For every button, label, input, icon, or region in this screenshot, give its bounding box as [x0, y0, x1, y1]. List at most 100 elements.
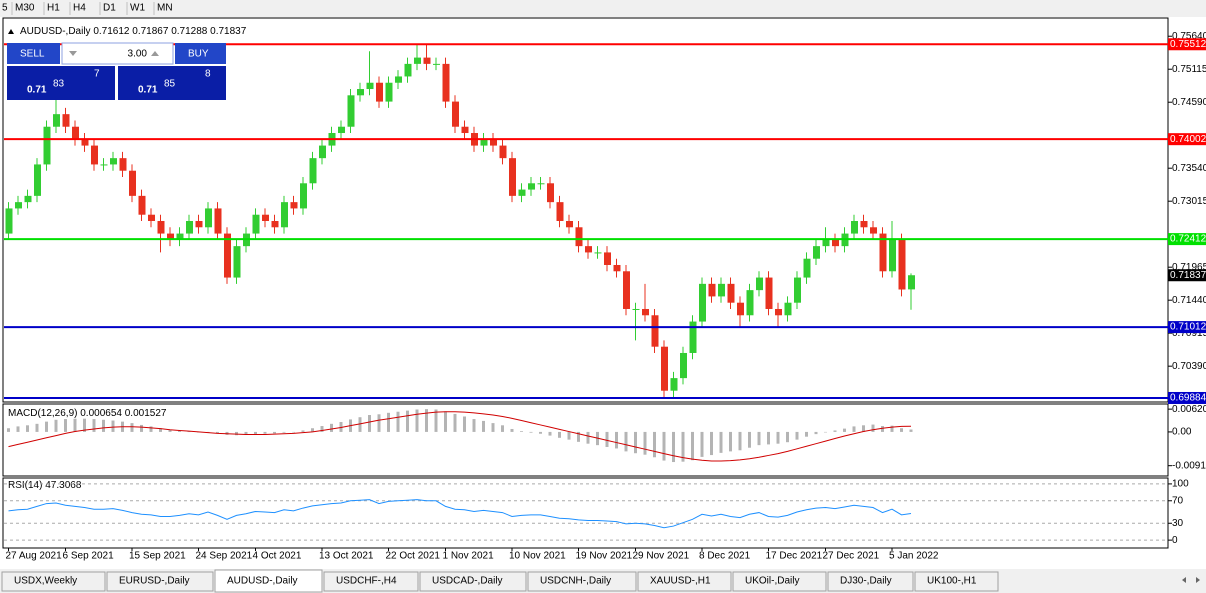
candle-body [24, 195, 32, 203]
tab-label[interactable]: XAUUSD-,H1 [650, 576, 711, 587]
tab-label[interactable]: UKOil-,Daily [745, 576, 799, 587]
macd-bar [263, 431, 267, 434]
candle-body [708, 283, 716, 297]
macd-bar [824, 431, 827, 433]
tab-label[interactable]: USDX,Weekly [14, 576, 77, 587]
tab-label[interactable]: USDCNH-,Daily [540, 576, 611, 587]
y-tick-label: 0 [1172, 535, 1178, 546]
macd-bar [871, 424, 875, 432]
tab-label[interactable]: AUDUSD-,Daily [227, 576, 298, 587]
macd-bar [92, 419, 96, 432]
rsi-header: RSI(14) 47.3068 [8, 480, 82, 491]
x-tick-label: 19 Nov 2021 [576, 551, 633, 562]
macd-bar [159, 428, 162, 432]
lot-down[interactable] [69, 51, 77, 56]
signal-value: 0.001527 [125, 408, 167, 419]
tab-label[interactable]: USDCAD-,Daily [432, 576, 503, 587]
high-value: 0.71867 [132, 26, 169, 37]
tab[interactable] [214, 569, 323, 593]
candle-body [338, 126, 345, 134]
macd-bar [130, 423, 134, 432]
tab[interactable] [637, 571, 732, 592]
y-tick-label: 0.75640 [1172, 31, 1206, 42]
macd-bar [653, 431, 656, 458]
y-tick-label: 0.75115 [1172, 64, 1206, 75]
x-tick-label: 5 Jan 2022 [889, 551, 939, 562]
candle-body [661, 346, 668, 391]
x-tick-label: 29 Nov 2021 [633, 551, 690, 562]
candle-body [585, 246, 592, 253]
tab-scroll-right[interactable] [1196, 577, 1200, 583]
buy-price-digits[interactable]: 85 [164, 79, 176, 90]
candle-body [214, 208, 222, 234]
candle-body [262, 214, 269, 221]
tab[interactable] [527, 571, 637, 592]
tab[interactable] [323, 571, 419, 592]
timeframe-button[interactable]: H4 [73, 3, 86, 14]
macd-bar [111, 420, 115, 432]
candle-body [300, 183, 307, 209]
macd-bar [634, 431, 637, 454]
candle-body [566, 220, 573, 228]
macd-bar [320, 426, 324, 432]
tab[interactable] [106, 571, 214, 592]
lot-value[interactable]: 3.00 [128, 49, 148, 60]
macd-bar [729, 431, 732, 452]
price-level-label: 0.72412 [1170, 234, 1206, 245]
candle-body [689, 321, 697, 353]
buy-button[interactable] [175, 43, 226, 64]
buy-label[interactable]: BUY [188, 49, 209, 60]
timeframe-button[interactable]: M30 [15, 3, 35, 14]
candle-body [176, 233, 184, 240]
chart-title: AUDUSD-,Daily [20, 26, 91, 37]
candle-body [15, 202, 22, 209]
tab-label[interactable]: UK100-,H1 [927, 576, 977, 587]
macd-bar [890, 425, 894, 432]
lot-up[interactable] [151, 51, 159, 56]
candle-body [556, 202, 564, 221]
sell-button[interactable] [7, 43, 60, 64]
timeframe-button[interactable]: 5 [2, 3, 8, 14]
timeframe-button[interactable]: MN [157, 3, 173, 14]
candle-body [518, 189, 526, 196]
macd-bar [434, 409, 438, 432]
lot-spinner[interactable] [61, 42, 174, 65]
sell-price-big[interactable]: 0.71 [27, 85, 47, 96]
candle-body [813, 246, 820, 259]
tab[interactable] [827, 571, 914, 592]
buy-price-big[interactable]: 0.71 [138, 85, 158, 96]
timeframe-button[interactable]: D1 [103, 3, 116, 14]
tab-label[interactable]: EURUSD-,Daily [119, 576, 190, 587]
tab[interactable] [732, 571, 827, 592]
candle-body [43, 126, 51, 165]
rsi-line [8, 499, 912, 529]
candle-body [699, 283, 706, 322]
buy-price-sup[interactable]: 8 [205, 69, 211, 80]
timeframe-button[interactable]: W1 [130, 3, 145, 14]
tab[interactable] [419, 571, 527, 592]
tab[interactable] [1, 571, 106, 592]
signal-line [8, 411, 912, 462]
macd-bar [710, 431, 713, 456]
timeframe-button[interactable]: H1 [47, 3, 60, 14]
candle-body [461, 126, 469, 134]
price-level-label: 0.71012 [1170, 322, 1206, 333]
tab-scroll-left[interactable] [1182, 577, 1186, 583]
macd-bar [586, 431, 590, 444]
tab-label[interactable]: USDCHF-,H4 [336, 576, 397, 587]
tab[interactable] [914, 571, 999, 592]
sell-label[interactable]: SELL [20, 49, 45, 60]
buy-price-box[interactable] [118, 66, 226, 100]
sell-price-digits[interactable]: 83 [53, 79, 65, 90]
sell-price-box[interactable] [7, 66, 115, 100]
tab-label[interactable]: DJ30-,Daily [840, 576, 892, 587]
rsi-value: 47.3068 [45, 480, 82, 491]
candle-body [765, 277, 773, 309]
candle-body [851, 220, 858, 234]
sell-price-sup[interactable]: 7 [94, 69, 100, 80]
collapse-icon[interactable] [8, 29, 14, 34]
macd-bar [26, 425, 29, 432]
current-price-box [1168, 269, 1206, 282]
x-tick-label: 1 Nov 2021 [443, 551, 495, 562]
macd-bar [387, 412, 390, 432]
